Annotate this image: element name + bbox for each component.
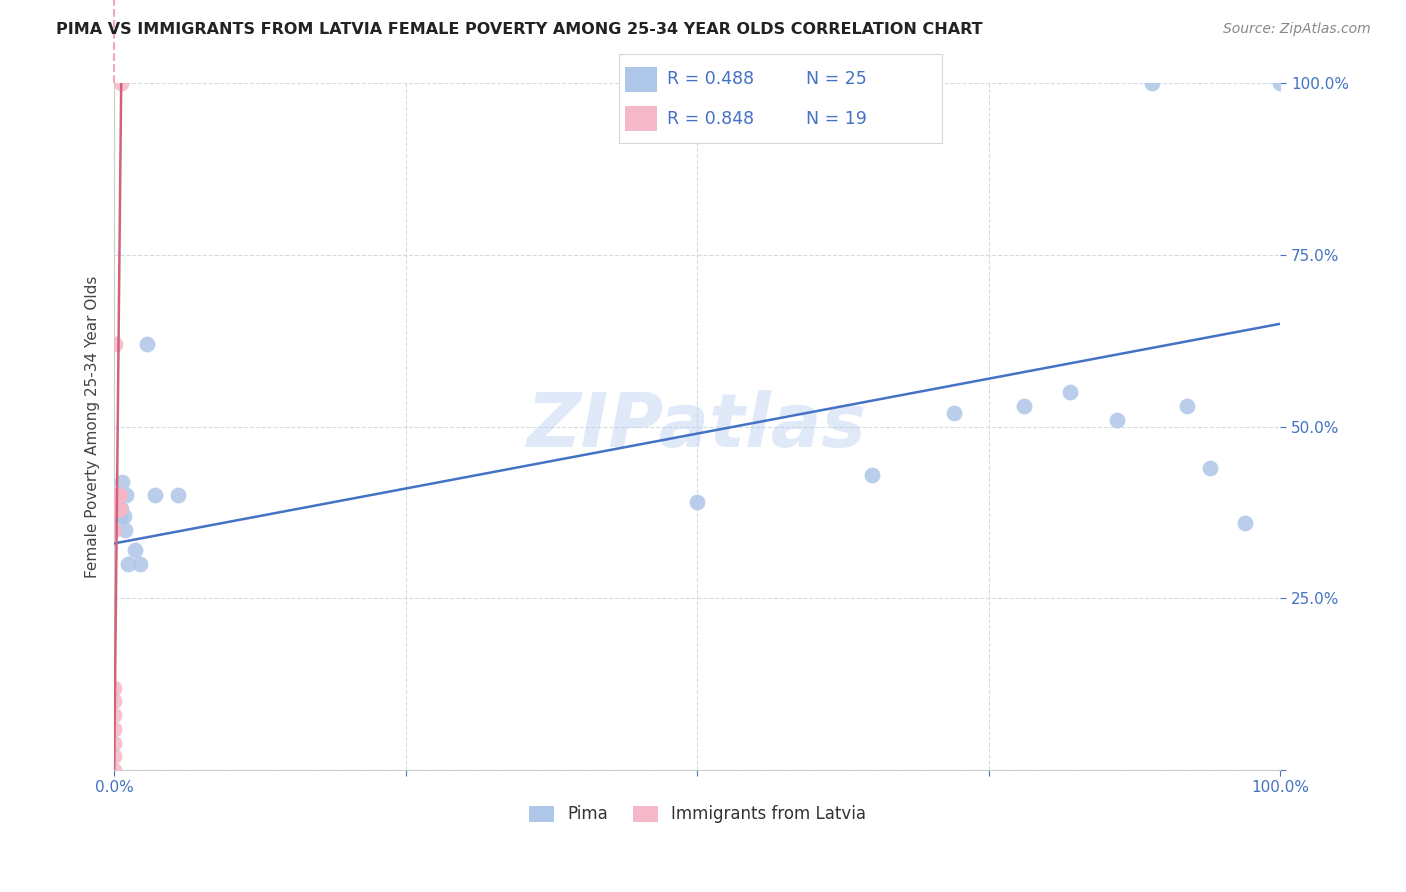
Point [108, 488, 131, 502]
Point [1012, 399, 1035, 413]
Point [942, 406, 965, 420]
Point [114, 523, 136, 537]
Point [128, 557, 150, 571]
Point [111, 475, 134, 489]
Text: R = 0.488: R = 0.488 [668, 70, 754, 88]
Point [860, 467, 883, 482]
Point [117, 557, 139, 571]
Point [167, 488, 190, 502]
Point [124, 543, 146, 558]
FancyBboxPatch shape [626, 67, 658, 92]
Point [110, 502, 132, 516]
Legend: Pima, Immigrants from Latvia: Pima, Immigrants from Latvia [529, 805, 866, 823]
Point [1059, 385, 1081, 400]
Point [103, 681, 125, 695]
Point [104, 502, 127, 516]
Text: ZIPatlas: ZIPatlas [527, 390, 868, 463]
Point [1140, 77, 1163, 91]
Point [108, 488, 131, 502]
Point [103, 708, 125, 723]
Point [105, 502, 128, 516]
Point [104, 337, 127, 351]
Point [1175, 399, 1198, 413]
Point [103, 694, 125, 708]
Point [135, 337, 157, 351]
Point [110, 77, 132, 91]
Point [108, 502, 131, 516]
Point [108, 488, 131, 502]
Text: N = 19: N = 19 [806, 110, 868, 128]
Point [143, 488, 166, 502]
Point [108, 502, 131, 516]
Point [1199, 461, 1222, 475]
Point [115, 488, 138, 502]
Point [103, 763, 125, 777]
Text: R = 0.848: R = 0.848 [668, 110, 754, 128]
Point [112, 508, 135, 523]
Point [107, 502, 129, 516]
Point [1234, 516, 1257, 530]
FancyBboxPatch shape [626, 106, 658, 131]
Point [103, 749, 125, 764]
Point [107, 488, 129, 502]
Y-axis label: Female Poverty Among 25-34 Year Olds: Female Poverty Among 25-34 Year Olds [86, 276, 100, 578]
Point [103, 735, 125, 749]
Point [1270, 77, 1292, 91]
Text: PIMA VS IMMIGRANTS FROM LATVIA FEMALE POVERTY AMONG 25-34 YEAR OLDS CORRELATION : PIMA VS IMMIGRANTS FROM LATVIA FEMALE PO… [56, 22, 983, 37]
Point [103, 722, 125, 736]
Text: N = 25: N = 25 [806, 70, 868, 88]
Point [103, 488, 125, 502]
Text: Source: ZipAtlas.com: Source: ZipAtlas.com [1223, 22, 1371, 37]
Point [103, 502, 125, 516]
Point [103, 523, 125, 537]
Point [1107, 413, 1129, 427]
Point [108, 508, 131, 523]
Point [686, 495, 709, 509]
